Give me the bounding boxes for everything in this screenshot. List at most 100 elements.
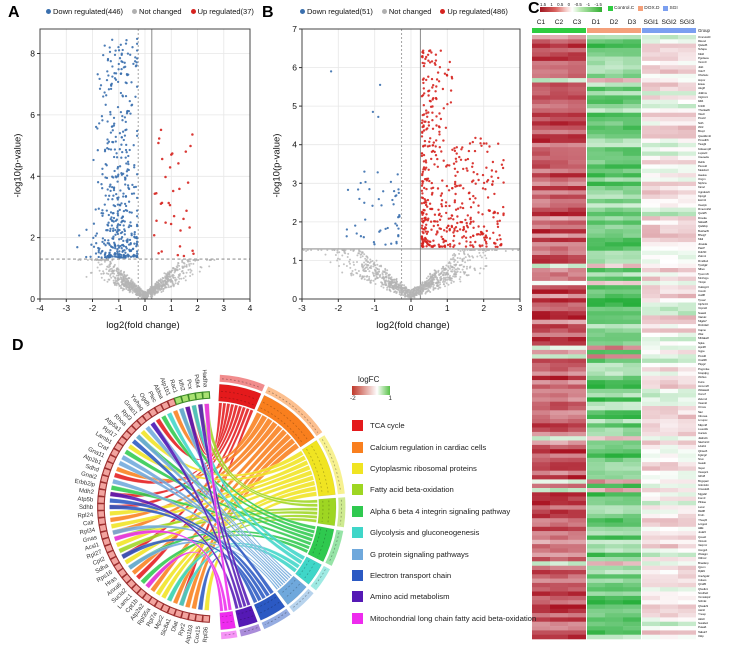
pathway-color-swatch-icon: [352, 505, 363, 517]
panel-d-label: D: [12, 337, 24, 354]
pathway-legend-item: G protein signaling pathways: [352, 543, 536, 564]
svg-text:Atp1b3: Atp1b3: [185, 624, 195, 644]
not-changed-points: [77, 259, 216, 300]
svg-text:3: 3: [518, 303, 523, 313]
volcano-plot-a: -4 -3 -2 -1 0 1 2 3 4 0 2 4 6 8: [30, 28, 253, 313]
pathway-legend-label: TCA cycle: [370, 421, 405, 431]
panel-a-xlabel: log2(fold change): [106, 320, 180, 331]
svg-text:Rpl24: Rpl24: [77, 512, 94, 519]
svg-text:Calr: Calr: [83, 520, 95, 527]
svg-text:-3: -3: [63, 303, 71, 313]
heatmap-column-header: D2: [609, 19, 619, 26]
green-swatch-icon: [608, 6, 613, 11]
svg-text:-2: -2: [335, 303, 343, 313]
pathway-legend-label: G protein signaling pathways: [370, 549, 469, 559]
colorbar-gradient: [540, 7, 602, 12]
pathway-legend-item: Mitochondrial long chain fatty acid beta…: [352, 608, 536, 629]
heatmap-cells: [532, 28, 696, 640]
legend-not-changed: Not changed: [381, 7, 431, 16]
pathway-color-swatch-icon: [352, 441, 363, 453]
svg-text:1: 1: [169, 303, 174, 313]
panel-b-ylabel: -log10(p-value): [271, 133, 283, 198]
logfc-legend: logFC -2 1: [350, 375, 392, 402]
panel-c-label: C: [528, 0, 540, 17]
colorbar-tick: 0.5: [557, 2, 564, 7]
pathway-legend-label: Cytoplasmic ribosomal proteins: [370, 463, 477, 473]
svg-text:Rac1: Rac1: [168, 379, 178, 395]
pathway-color-swatch-icon: [352, 462, 363, 474]
svg-text:2: 2: [481, 303, 486, 313]
pathway-legend-item: Calcium regulation in cardiac cells: [352, 436, 536, 457]
gray-dot-icon: [132, 9, 138, 14]
pathway-legend-item: Electron transport chain: [352, 565, 536, 586]
down-regulated-points: [329, 70, 401, 246]
panel-b-label: B: [262, 4, 274, 21]
logfc-title: logFC: [358, 375, 380, 384]
svg-text:0: 0: [30, 294, 35, 304]
svg-text:Plec: Plec: [146, 391, 157, 404]
group-annotation-bar: [532, 28, 696, 33]
gridlines: [301, 28, 521, 300]
pathway-legend-item: Fatty acid beta-oxidation: [352, 479, 536, 500]
svg-text:Rpl27: Rpl27: [86, 549, 103, 561]
svg-text:Ryr2: Ryr2: [178, 622, 187, 636]
svg-text:Mdh2: Mdh2: [79, 488, 95, 496]
svg-text:Sdhb: Sdhb: [79, 505, 94, 511]
heatmap-column-header: SGI2: [661, 19, 677, 26]
pathway-legend-label: Amino acid metabolism: [370, 592, 450, 602]
pathway-legend-item: Glycolysis and gluconeogenesis: [352, 522, 536, 543]
pathway-color-swatch-icon: [352, 420, 363, 432]
svg-text:3: 3: [292, 178, 297, 188]
pathway-color-swatch-icon: [352, 484, 363, 496]
blue-dot-icon: [300, 9, 305, 14]
pathway-color-swatch-icon: [352, 527, 363, 539]
svg-text:Idh2: Idh2: [177, 379, 186, 392]
heatmap-group-legend: Control.C DOX.D SGI: [608, 6, 678, 11]
axis-tick-labels: -3 -2 -1 0 1 2 3 0 1 2 3 4 5 6 7: [292, 24, 522, 313]
pathway-legend-item: TCA cycle: [352, 415, 536, 436]
svg-text:Atp5b: Atp5b: [77, 497, 94, 504]
svg-text:Rpl36: Rpl36: [203, 626, 210, 643]
svg-text:0: 0: [143, 303, 148, 313]
chord-ribbons: [109, 402, 318, 612]
axis-ticks: [37, 53, 251, 302]
svg-text:2: 2: [30, 233, 35, 243]
pathway-color-swatch-icon: [352, 548, 363, 560]
svg-text:Sdhd: Sdhd: [84, 464, 99, 474]
pathway-legend-label: Mitochondrial long chain fatty acid beta…: [370, 613, 537, 623]
pathway-legend-label: Fatty acid beta-oxidation: [370, 485, 454, 495]
panel-b-legend: Down regulated(51) Not changed Up regula…: [300, 7, 508, 16]
panel-b-xlabel: log2(fold change): [376, 320, 450, 331]
pathway-legend-label: Alpha 6 beta 4 integrin signaling pathwa…: [370, 506, 511, 516]
colorbar-tick: -0.5: [574, 2, 582, 7]
logfc-max-label: 1: [388, 395, 392, 402]
chord-diagram: Rpl36Cox15Atp1b3Ryr2DlatSlc8a1Mpc2Rpl7aR…: [74, 369, 346, 644]
heatmap-annotation-label: Group: [698, 28, 710, 33]
legend-dox: DOX.D: [638, 6, 659, 11]
gridlines: [39, 29, 251, 300]
up-regulated-points: [152, 128, 195, 258]
svg-text:-3: -3: [298, 303, 306, 313]
pathway-color-swatch-icon: [352, 591, 363, 603]
svg-text:5: 5: [292, 101, 297, 111]
colorbar-tick: -1.5: [594, 2, 602, 7]
svg-text:6: 6: [292, 63, 297, 73]
volcano-plot-b: -3 -2 -1 0 1 2 3 0 1 2 3 4 5 6 7: [292, 24, 522, 313]
salmon-swatch-icon: [638, 6, 644, 11]
svg-text:2: 2: [195, 303, 200, 313]
down-regulated-points: [76, 37, 139, 259]
pathway-arcs: [218, 374, 346, 640]
not-changed-points: [302, 249, 520, 300]
heatmap-column-header: D1: [591, 19, 601, 26]
svg-text:Hadha: Hadha: [201, 369, 208, 388]
pathway-legend-label: Calcium regulation in cardiac cells: [370, 442, 487, 452]
svg-text:0: 0: [409, 303, 414, 313]
svg-text:-1: -1: [371, 303, 379, 313]
colorbar-tick: 0: [567, 2, 571, 7]
svg-text:Acsl1: Acsl1: [84, 542, 100, 552]
heatmap-cell-grid: [532, 35, 696, 640]
heatmap-colorbar: 1.5 1 0.5 0 -0.5 -1 -1.5: [540, 2, 602, 12]
svg-text:-1: -1: [115, 303, 123, 313]
svg-text:Erbb2ip: Erbb2ip: [74, 479, 96, 489]
